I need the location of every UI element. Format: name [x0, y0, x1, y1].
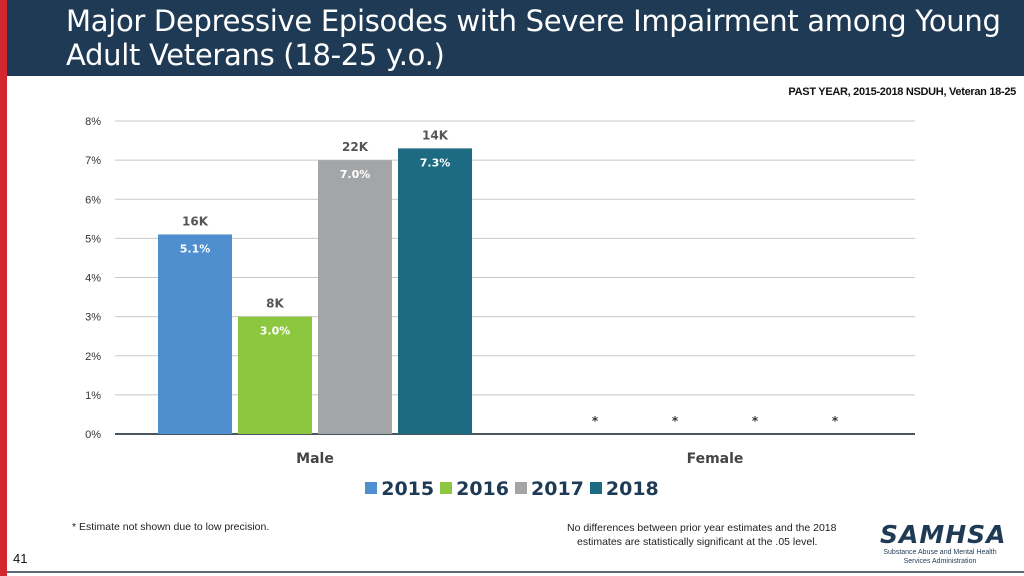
bar-male-2018 [398, 148, 472, 434]
y-tick-label: 3% [85, 312, 101, 324]
x-category-label: Male [296, 451, 334, 467]
legend-item-2016: 2016 [440, 478, 509, 500]
value-label: 7.0% [340, 168, 371, 181]
count-label: 22K [342, 140, 369, 154]
count-label: 14K [422, 128, 449, 142]
samhsa-logo: SAMHSA Substance Abuse and Mental Health… [880, 520, 1007, 566]
y-tick-label: 5% [85, 233, 101, 245]
y-tick-label: 6% [85, 194, 101, 206]
legend-swatch-2017 [515, 482, 527, 494]
legend-label: 2018 [605, 478, 659, 500]
legend-item-2017: 2017 [515, 478, 584, 500]
bar-male-2015 [158, 234, 232, 434]
y-tick-label: 4% [85, 273, 101, 285]
legend-swatch-2015 [365, 482, 378, 494]
footnote-line-1: No differences between prior year estima… [567, 522, 837, 534]
legend-label: 2016 [456, 478, 509, 500]
slide-title: Major Depressive Episodes with Severe Im… [66, 4, 1006, 72]
title-line-2: Adult Veterans (18-25 y.o.) [66, 38, 445, 72]
suppressed-marker: * [752, 414, 759, 428]
count-label: 16K [182, 214, 209, 228]
legend-item-2018: 2018 [589, 478, 659, 500]
chart-legend: 2015 2016 2017 2018 [0, 478, 1024, 500]
legend-item-2015: 2015 [365, 478, 434, 500]
value-label: 3.0% [260, 325, 291, 338]
y-tick-label: 2% [85, 351, 101, 363]
footnote-precision: * Estimate not shown due to low precisio… [72, 521, 270, 533]
y-tick-label: 0% [85, 429, 101, 441]
logo-subtitle-1: Substance Abuse and Mental Health [883, 549, 997, 556]
footnote-line-2: estimates are statistically significant … [577, 536, 818, 548]
suppressed-marker: * [672, 414, 679, 428]
count-label: 8K [266, 297, 284, 311]
legend-label: 2015 [381, 478, 435, 500]
bar-male-2017 [318, 160, 392, 434]
chart-subtitle: PAST YEAR, 2015-2018 NSDUH, Veteran 18-2… [788, 86, 1016, 98]
suppressed-marker: * [592, 414, 599, 428]
value-label: 7.3% [420, 156, 451, 169]
y-tick-label: 7% [85, 155, 101, 167]
accent-stripe [0, 0, 7, 576]
legend-swatch-2018 [589, 482, 602, 494]
legend-label: 2017 [531, 478, 584, 500]
logo-wordmark: SAMHSA [880, 520, 1007, 549]
bottom-divider [7, 571, 1024, 573]
footnote-significance: No differences between prior year estima… [567, 521, 857, 549]
title-line-1: Major Depressive Episodes with Severe Im… [66, 4, 1001, 38]
title-banner [7, 0, 1024, 76]
legend-swatch-2016 [440, 482, 453, 494]
x-category-label: Female [687, 451, 744, 467]
y-tick-label: 8% [85, 116, 101, 128]
logo-subtitle-2: Services Administration [903, 558, 977, 565]
suppressed-marker: * [832, 414, 839, 428]
page-number: 41 [13, 551, 28, 566]
value-label: 5.1% [180, 242, 211, 255]
y-tick-label: 1% [85, 390, 101, 402]
bar-male-2016 [238, 316, 312, 434]
